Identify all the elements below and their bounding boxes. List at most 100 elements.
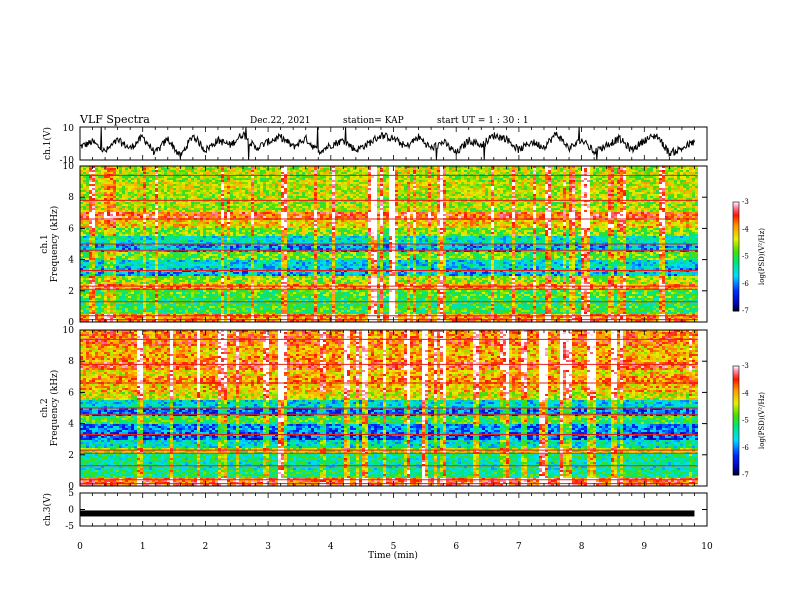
ch1-spectrogram-cell [575,198,578,200]
ch1-spectrogram-cell [587,186,590,188]
ch1-spectrogram-cell [245,210,248,212]
ch1-spectrogram-cell [410,192,413,194]
ch1-spectrogram-cell [518,194,521,196]
ch1-spectrogram-cell [617,188,620,190]
ch1-spectrogram-cell [293,190,296,192]
ch1-spectrogram-cell [407,186,410,188]
ch1-spectrogram-cell [509,190,512,192]
ch1-spectrogram-cell [407,210,410,212]
ch1-spectrogram-cell [320,178,323,180]
ch1-spectrogram-cell [551,170,554,172]
ch1-spectrogram-cell [368,186,371,188]
ch1-spectrogram-cell [446,204,449,206]
ch1-spectrogram-cell [254,182,257,184]
ch1-spectrogram-cell [386,204,389,206]
ch1-spectrogram-cell [134,212,137,214]
ch1-spectrogram-cell [206,170,209,172]
ch1-spectrogram-cell [338,210,341,212]
ch1-spectrogram-cell [356,178,359,180]
ch1-spectrogram-cell [248,180,251,182]
ch1-spectrogram-cell [206,198,209,200]
ch1-spectrogram-cell [461,172,464,174]
ch1-spectrogram-cell [371,172,374,174]
ch1-spectrogram-cell [371,192,374,194]
ch1-spectrogram-cell [590,176,593,178]
ch1-spectrogram-cell [347,168,350,170]
ch1-spectrogram-cell [464,170,467,172]
ch1-spectrogram-cell [179,182,182,184]
ch1-spectrogram-cell [599,198,602,200]
ch1-spectrogram-cell [386,194,389,196]
ch1-spectrogram-cell [233,182,236,184]
ch1-spectrogram-cell [653,204,656,206]
ch1-spectrogram-cell [611,170,614,172]
ch1-spectrogram-cell [686,188,689,190]
ch1-spectrogram-cell [314,208,317,210]
ch1-spectrogram-cell [194,212,197,214]
ch1-spectrogram-cell [548,172,551,174]
ch1-spectrogram-cell [362,168,365,170]
ch1-spectrogram-cell [632,208,635,210]
ch1-spectrogram-cell [242,192,245,194]
ch1-spectrogram-cell [347,172,350,174]
ch1-spectrogram-cell [302,196,305,198]
ch1-spectrogram-cell [248,186,251,188]
ch1-spectrogram-cell [425,172,428,174]
ch1-spectrogram-cell [596,210,599,212]
ch1-spectrogram-cell [323,168,326,170]
ch1-spectrogram-cell [89,212,92,214]
ch1-spectrogram-cell [551,176,554,178]
ch1-spectrogram-cell [131,196,134,198]
ch1-spectrogram-cell [584,186,587,188]
ch1-spectrogram-cell [650,180,653,182]
ch1-spectrogram-cell [605,196,608,198]
ch1-spectrogram-cell [230,206,233,208]
ch1-spectrogram-cell [434,208,437,210]
ch1-spectrogram-cell [101,180,104,182]
ch1-spectrogram-cell [575,172,578,174]
ch1-spectrogram-cell [392,212,395,214]
ch1-spectrogram-cell [671,198,674,200]
ch1-spectrogram-cell [371,184,374,186]
ch1-spectrogram-cell [230,182,233,184]
ch1-spectrogram-cell [677,196,680,198]
ch1-spectrogram-cell [155,210,158,212]
ch1-spectrogram-cell [641,188,644,190]
ch1-spectrogram-cell [347,194,350,196]
ch1-spectrogram-cell [404,194,407,196]
ch1-spectrogram-cell [293,172,296,174]
ch1-spectrogram-cell [425,196,428,198]
ch1-spectrogram-cell [560,196,563,198]
ch1-spectrogram-cell [155,172,158,174]
ch1-spectrogram-cell [473,170,476,172]
ch1-spectrogram-cell [170,180,173,182]
ch1-spectrogram-cell [233,180,236,182]
ch1-spectrogram-cell [659,180,662,182]
ch1-spectrogram-cell [314,190,317,192]
ch1-spectrogram-cell [83,168,86,170]
ch1-spectrogram-cell [644,176,647,178]
ch1-spectrogram-cell [149,196,152,198]
ch1-spectrogram-cell [473,206,476,208]
ch1-spectrogram-cell [326,186,329,188]
ch1-spectrogram-cell [185,198,188,200]
ch1-spectrogram-cell [440,210,443,212]
ch1-spectrogram-cell [365,208,368,210]
ch1-spectrogram-cell [584,184,587,186]
ch1-spectrogram-cell [251,206,254,208]
ch1-spectrogram-cell [578,168,581,170]
ch1-spectrogram-cell [464,184,467,186]
ch1-spectrogram-cell [401,212,404,214]
ch1-spectrogram-cell [500,188,503,190]
ch1-spectrogram-cell [437,198,440,200]
ch1-spectrogram-cell [446,186,449,188]
ch1-spectrogram-cell [638,182,641,184]
ch1-spectrogram-cell [146,210,149,212]
ch1-spectrogram-cell [482,168,485,170]
ch1-spectrogram-cell [614,186,617,188]
ch1-spectrogram-cell [326,196,329,198]
ch1-spectrogram-cell [539,182,542,184]
ch1-spectrogram-cell [587,188,590,190]
ch1-spectrogram-cell [107,188,110,190]
ch1-spectrogram-cell [323,204,326,206]
